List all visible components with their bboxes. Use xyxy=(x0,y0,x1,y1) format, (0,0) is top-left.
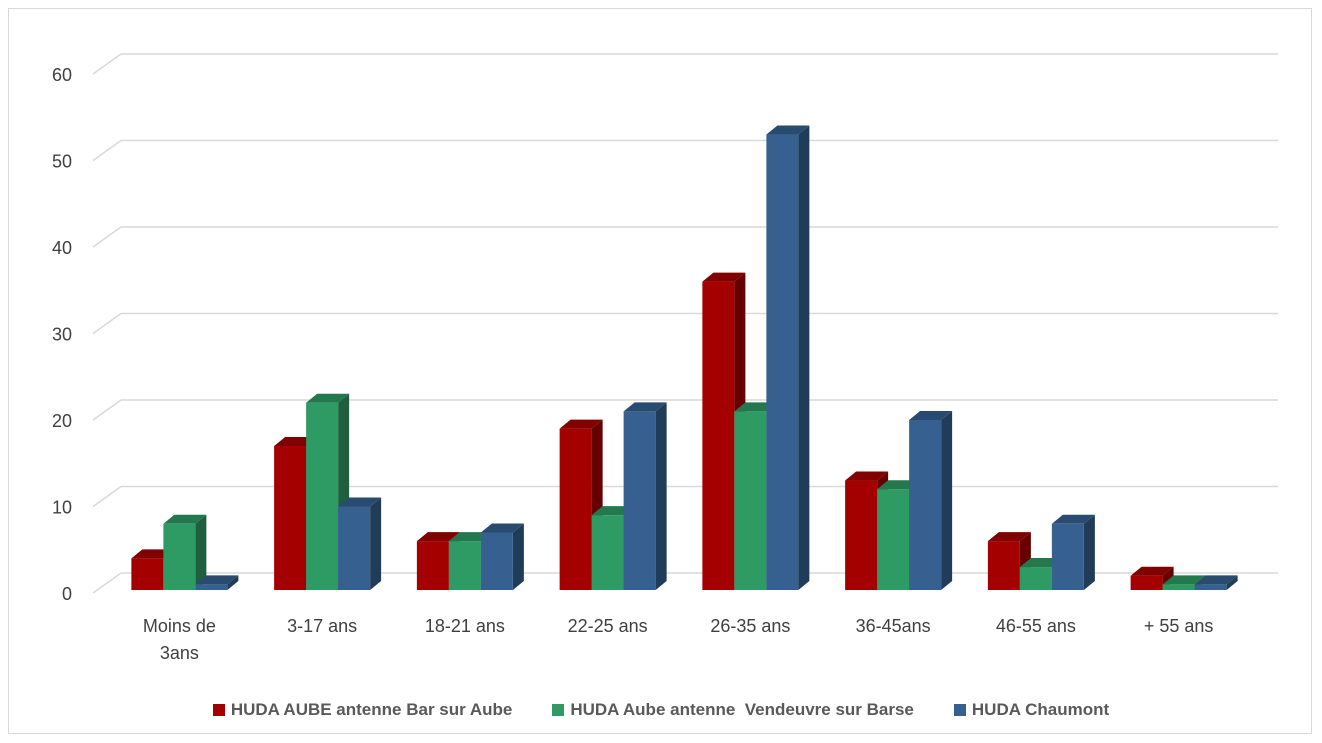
gridline-depth xyxy=(92,399,122,421)
legend-swatch-bar-sur-aube xyxy=(212,704,225,716)
x-tick-label: 46-55 ans xyxy=(996,616,1076,636)
bar-top xyxy=(845,471,889,481)
x-tick-label: + 55 ans xyxy=(1144,616,1214,636)
bar xyxy=(1019,567,1052,590)
bar xyxy=(274,445,307,590)
bar-side xyxy=(1083,514,1095,590)
gridline-depth xyxy=(92,53,122,75)
legend-item-chaumont: HUDA Chaumont xyxy=(953,700,1110,720)
bar xyxy=(591,515,624,590)
bar-side xyxy=(195,514,207,590)
bar xyxy=(306,402,339,590)
x-tick-label: 3ans xyxy=(160,643,199,663)
y-tick-label: 0 xyxy=(62,584,72,604)
y-tick-label: 30 xyxy=(52,325,72,345)
bar xyxy=(1051,523,1084,590)
bar-top xyxy=(163,514,207,524)
y-tick-label: 50 xyxy=(52,152,72,172)
bar xyxy=(845,480,878,590)
x-tick-label: 36-45ans xyxy=(856,616,931,636)
bar xyxy=(131,558,164,590)
bar-side xyxy=(655,402,667,590)
bar xyxy=(987,541,1020,590)
bar-top xyxy=(1194,575,1238,585)
bar-top xyxy=(1162,575,1206,585)
bar-top xyxy=(338,497,382,507)
bar xyxy=(734,411,767,590)
bar-top xyxy=(766,125,810,135)
bar-top xyxy=(702,272,746,282)
bar xyxy=(559,428,592,590)
bar xyxy=(195,584,228,590)
bar xyxy=(1130,575,1163,590)
bar xyxy=(877,489,910,590)
legend-item-bar-sur-aube: HUDA AUBE antenne Bar sur Aube xyxy=(212,700,513,720)
gridline-depth xyxy=(92,572,122,594)
gridline-depth xyxy=(92,485,122,508)
bar-top xyxy=(623,402,667,412)
x-tick-label: 3-17 ans xyxy=(287,616,357,636)
bar-side xyxy=(941,411,953,590)
x-tick-label: 18-21 ans xyxy=(425,616,505,636)
x-tick-label: 22-25 ans xyxy=(568,616,648,636)
bar xyxy=(448,541,481,590)
bar-top xyxy=(987,532,1031,542)
bar xyxy=(338,506,371,590)
bar-top xyxy=(480,523,524,533)
bar-side xyxy=(512,523,524,590)
y-tick-label: 10 xyxy=(52,498,72,518)
bar xyxy=(1162,584,1195,590)
gridline-depth xyxy=(92,226,122,248)
bar xyxy=(163,523,196,590)
legend-label-bar-sur-aube: HUDA AUBE antenne Bar sur Aube xyxy=(230,700,513,719)
x-tick-label: 26-35 ans xyxy=(710,616,790,636)
bar xyxy=(480,532,513,590)
bar-top xyxy=(195,575,239,585)
bar-top xyxy=(416,532,460,542)
y-tick-label: 60 xyxy=(52,65,72,85)
x-tick-label: Moins de xyxy=(143,616,216,636)
chart-frame xyxy=(8,8,1312,734)
bar-top xyxy=(1051,514,1095,524)
y-tick-label: 40 xyxy=(52,238,72,258)
bar xyxy=(623,411,656,590)
bar-side xyxy=(1226,575,1238,590)
legend-swatch-chaumont xyxy=(953,704,966,716)
bar xyxy=(766,134,799,591)
bar-top xyxy=(909,411,953,420)
gridline-depth xyxy=(92,312,122,335)
bar-top xyxy=(1130,566,1174,576)
legend-item-vendeuvre: HUDA Aube antenne Vendeuvre sur Barse xyxy=(552,700,914,720)
bar-top xyxy=(559,419,603,429)
bar xyxy=(1194,584,1227,590)
bar-side xyxy=(370,497,382,590)
bar-top xyxy=(306,393,350,403)
bar-chart: 0 10 20 30 40 50 60 Moins de 3ans 3-17 ans 18-21 a… xyxy=(52,53,1278,663)
gridline-depth xyxy=(92,139,122,162)
bar-side xyxy=(227,575,239,590)
bar xyxy=(416,541,449,590)
y-tick-label: 20 xyxy=(52,411,72,431)
legend: HUDA AUBE antenne Bar sur Aube HUDA Aube… xyxy=(0,700,1322,720)
legend-label-chaumont: HUDA Chaumont xyxy=(971,700,1110,719)
bar xyxy=(702,281,735,590)
legend-swatch-vendeuvre xyxy=(552,704,565,716)
bar-side xyxy=(798,125,810,591)
legend-label-vendeuvre: HUDA Aube antenne Vendeuvre sur Barse xyxy=(570,700,914,719)
bar xyxy=(909,420,942,590)
